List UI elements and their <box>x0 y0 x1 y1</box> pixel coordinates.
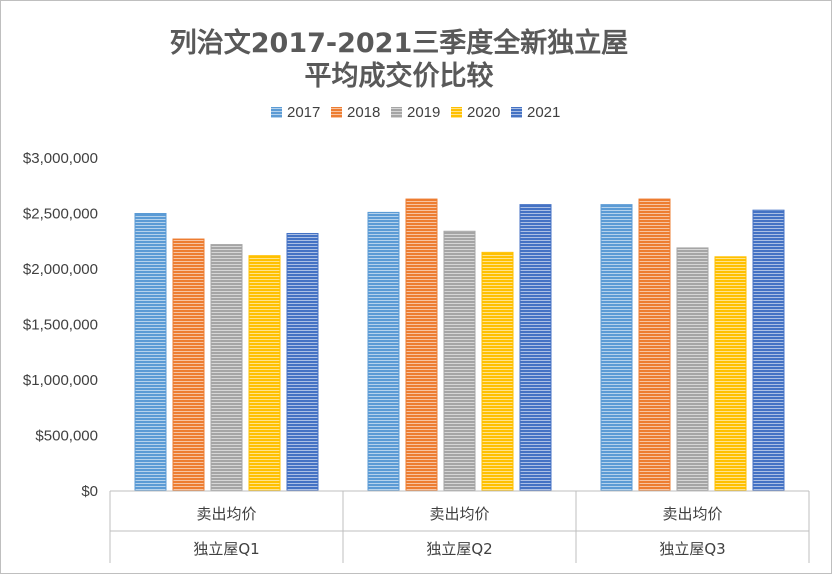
x-group-category-label: 独立屋Q3 <box>659 540 725 558</box>
y-axis: $0 $500,000 $1,000,000 $1,500,000 $2,000,000… <box>23 150 98 500</box>
bar-2017-3 <box>600 204 633 492</box>
legend-swatch-2017 <box>271 107 282 118</box>
legend-swatch-2018 <box>331 107 342 118</box>
bar-2020-2 <box>481 251 514 492</box>
y-tick-label: $1,500,000 <box>23 317 98 334</box>
legend-label-2021: 2021 <box>527 104 560 121</box>
chart-title-line-1: 列治文2017-2021三季度全新独立屋 <box>170 27 629 59</box>
y-tick-label: $2,000,000 <box>23 261 98 278</box>
bar-2017-1 <box>134 213 167 492</box>
y-tick-label: $0 <box>81 483 98 500</box>
bar-2020-3 <box>714 256 747 492</box>
bar-2019-2 <box>443 230 476 492</box>
bar-2018-3 <box>638 198 671 492</box>
chart-legend: 2017 2018 2019 2020 2021 <box>271 104 560 121</box>
y-tick-label: $500,000 <box>35 428 98 445</box>
bar-2021-1 <box>286 232 319 492</box>
bars-group <box>134 198 785 492</box>
bar-2018-1 <box>172 238 205 492</box>
bar-2018-2 <box>405 198 438 492</box>
chart-title-line-2: 平均成交价比较 <box>305 60 494 92</box>
x-sub-category-label: 卖出均价 <box>662 505 722 523</box>
y-tick-label: $1,000,000 <box>23 372 98 389</box>
legend-swatch-2020 <box>451 107 462 118</box>
bar-2021-2 <box>519 204 552 492</box>
y-tick-label: $2,500,000 <box>23 206 98 223</box>
x-group-category-label: 独立屋Q1 <box>193 540 259 558</box>
x-group-category-label: 独立屋Q2 <box>426 540 492 558</box>
legend-label-2020: 2020 <box>467 104 500 121</box>
legend-label-2018: 2018 <box>347 104 380 121</box>
x-sub-category-label: 卖出均价 <box>429 505 489 523</box>
x-sub-category-label: 卖出均价 <box>196 505 256 523</box>
legend-swatch-2021 <box>511 107 522 118</box>
bar-2017-2 <box>367 211 400 492</box>
bar-2019-1 <box>210 244 243 492</box>
legend-label-2019: 2019 <box>407 104 440 121</box>
bar-2020-1 <box>248 255 281 492</box>
legend-swatch-2019 <box>391 107 402 118</box>
y-tick-label: $3,000,000 <box>23 150 98 167</box>
legend-label-2017: 2017 <box>287 104 320 121</box>
bar-2019-3 <box>676 247 709 492</box>
bar-2021-3 <box>752 209 785 492</box>
